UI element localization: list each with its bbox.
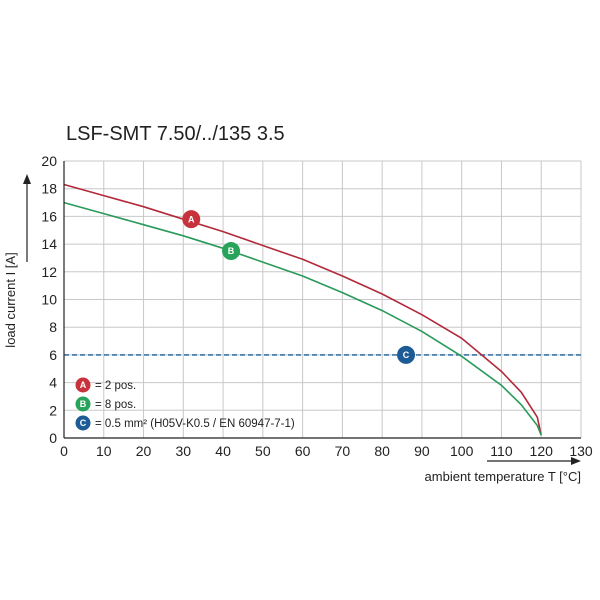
axes: [23, 161, 581, 465]
legend-marker: [75, 377, 91, 393]
legend-text: = 8 pos.: [95, 399, 136, 411]
x-tick-label: 70: [335, 443, 351, 459]
tick-labels: 0 10 20 30 40 50 60 70 80 90 100 110 120 130 0 2 4 6 8 10 12…: [41, 153, 592, 459]
y-tick-label: 0: [49, 430, 57, 446]
y-tick-label: 12: [41, 264, 57, 280]
x-tick-label: 80: [374, 443, 390, 459]
legend-marker-label: B: [80, 399, 87, 409]
x-tick-label: 90: [414, 443, 430, 459]
y-tick-label: 8: [49, 319, 57, 335]
x-tick-label: 120: [530, 443, 554, 459]
y-tick-label: 16: [41, 208, 57, 224]
legend-marker: [75, 396, 91, 412]
legend-text: = 0.5 mm² (H05V-K0.5 / EN 60947-7-1): [95, 418, 295, 430]
x-tick-label: 40: [215, 443, 231, 459]
marker-label: C: [403, 350, 410, 360]
y-tick-label: 18: [41, 181, 57, 197]
grid: [63, 160, 582, 439]
series-line-a: [63, 183, 542, 436]
series-layer: [63, 183, 542, 436]
marker-a: A: [182, 210, 201, 229]
y-axis-arrow-icon: [23, 174, 31, 184]
legend: A = 2 pos. B = 8 pos. C = 0.5 mm² (H05V-K0.5 …: [75, 377, 295, 431]
legend-item-a: A = 2 pos.: [75, 377, 136, 393]
legend-item-b: B = 8 pos.: [75, 396, 136, 412]
marker-circle: [182, 210, 201, 229]
legend-marker: [75, 415, 91, 431]
y-tick-label: 4: [49, 375, 57, 391]
x-tick-label: 100: [450, 443, 474, 459]
y-tick-label: 20: [41, 153, 57, 169]
legend-item-c: C = 0.5 mm² (H05V-K0.5 / EN 60947-7-1): [75, 415, 295, 431]
legend-marker-label: A: [80, 380, 87, 390]
x-axis-label: ambient temperature T [°C]: [425, 469, 581, 484]
x-tick-label: 50: [255, 443, 271, 459]
x-tick-label: 130: [569, 443, 593, 459]
legend-marker-label: C: [80, 418, 87, 428]
marker-label: A: [188, 214, 195, 224]
marker-circle: [222, 242, 241, 261]
series-line-b: [63, 201, 542, 436]
x-tick-label: 10: [96, 443, 112, 459]
x-tick-label: 60: [295, 443, 311, 459]
y-tick-label: 10: [41, 292, 57, 308]
marker-c: C: [397, 345, 416, 364]
marker-label: B: [228, 246, 235, 256]
x-axis-arrow-icon: [571, 457, 581, 465]
marker-b: B: [222, 242, 241, 261]
x-tick-label: 20: [136, 443, 152, 459]
y-tick-label: 14: [41, 236, 57, 252]
x-tick-label: 110: [490, 443, 513, 459]
y-tick-label: 6: [49, 347, 57, 363]
x-tick-label: 0: [60, 443, 68, 459]
y-tick-label: 2: [49, 402, 57, 418]
marker-circle: [397, 345, 416, 364]
y-axis-label: load current I [A]: [3, 252, 18, 347]
chart-title: LSF-SMT 7.50/../135 3.5: [66, 123, 285, 145]
series-markers: A B C: [182, 210, 416, 364]
legend-text: = 2 pos.: [95, 380, 136, 392]
x-tick-label: 30: [176, 443, 192, 459]
